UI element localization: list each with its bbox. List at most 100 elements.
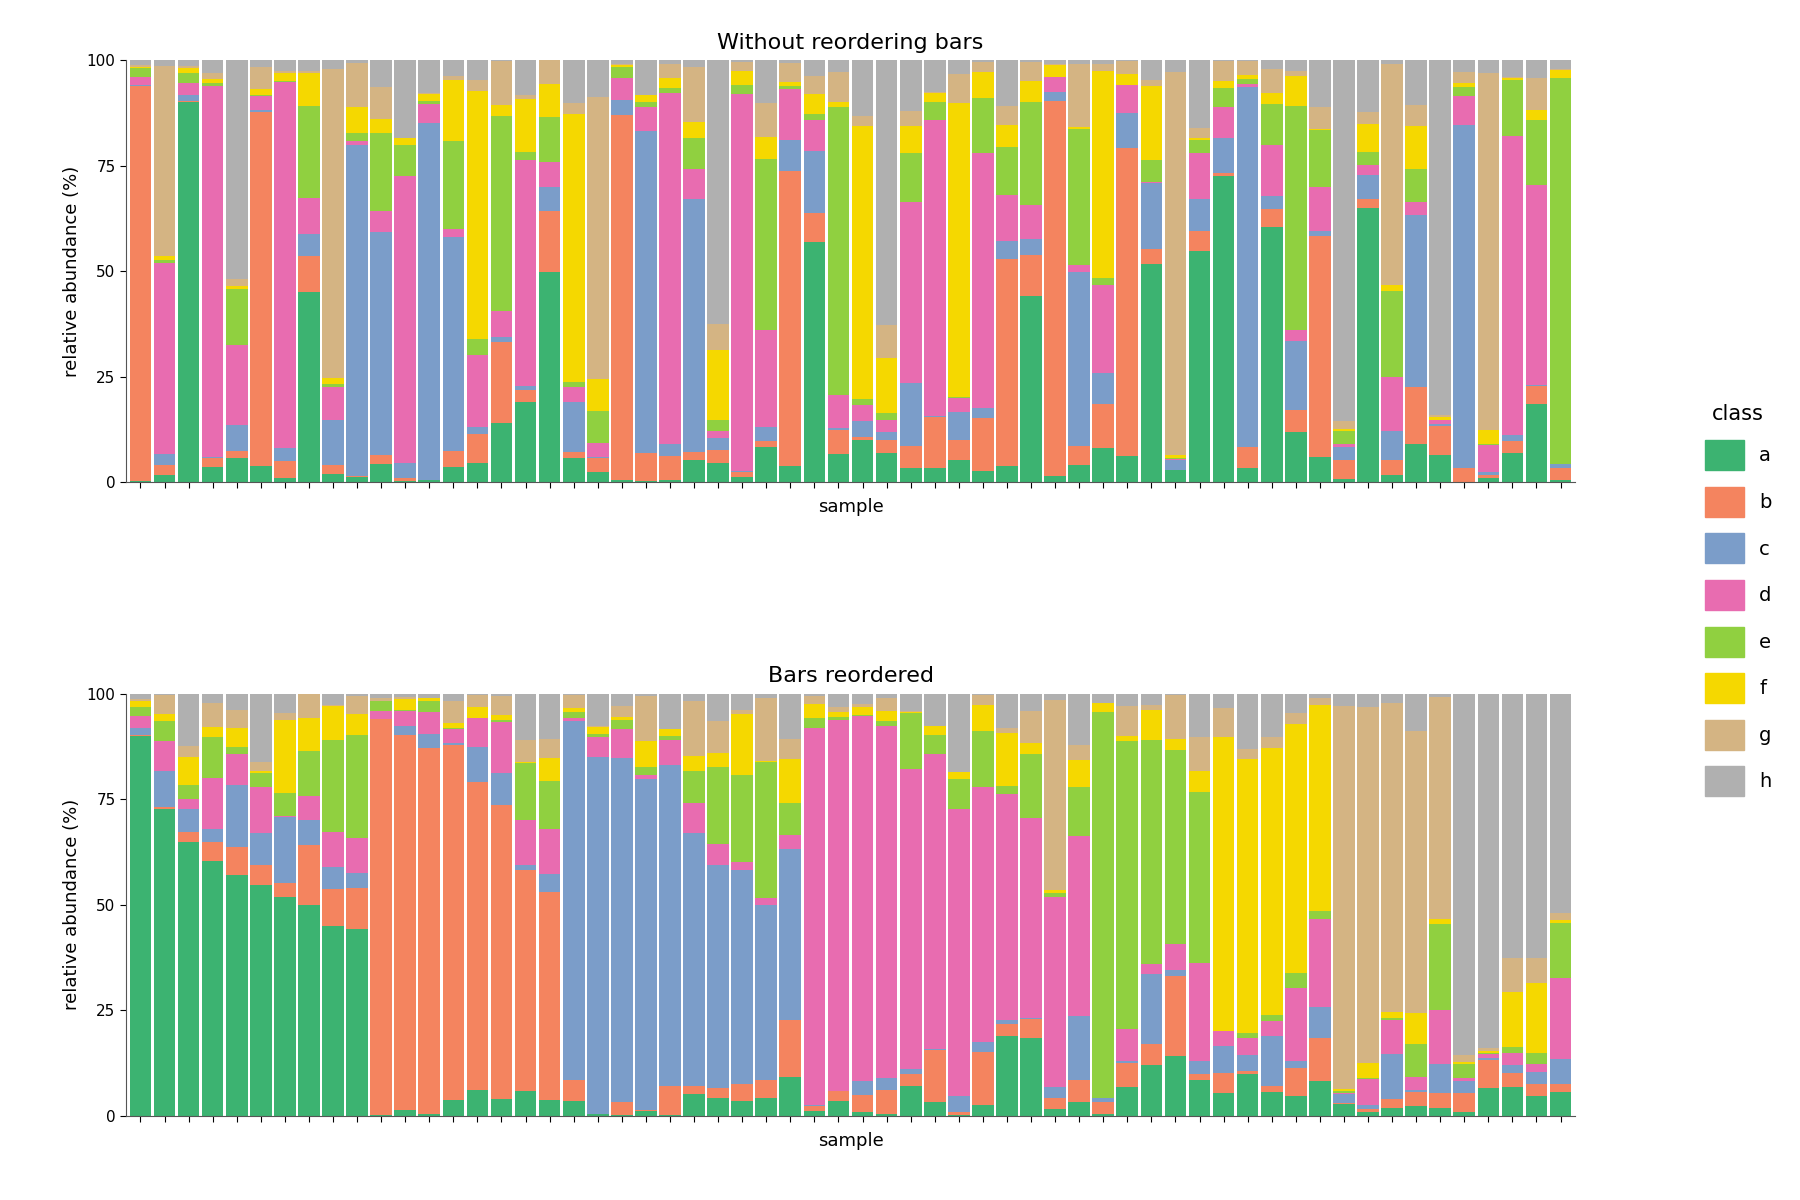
Bar	[756, 330, 778, 427]
Bar	[563, 114, 585, 382]
Bar	[130, 60, 151, 65]
Bar	[972, 787, 994, 1042]
Bar	[1165, 750, 1186, 944]
Bar	[756, 906, 778, 1080]
Bar	[1309, 1007, 1330, 1038]
Bar	[515, 870, 536, 1091]
Bar	[1526, 983, 1548, 1054]
Bar	[1069, 1080, 1091, 1102]
Bar	[443, 745, 464, 1099]
Bar	[322, 60, 344, 68]
Bar	[1381, 694, 1402, 702]
Bar	[1357, 1109, 1379, 1111]
Bar	[900, 112, 922, 126]
Bar	[1044, 1087, 1066, 1098]
Bar	[1069, 60, 1091, 64]
Bar	[851, 115, 873, 126]
Bar	[1357, 694, 1379, 707]
Bar	[1550, 913, 1571, 919]
Bar	[1069, 127, 1091, 128]
Bar	[1188, 1074, 1210, 1080]
Bar	[995, 241, 1017, 259]
Bar	[443, 730, 464, 744]
Bar	[1237, 88, 1258, 446]
Bar	[731, 95, 752, 472]
Bar	[756, 762, 778, 898]
Bar	[756, 103, 778, 138]
Bar	[299, 60, 320, 71]
Bar	[1526, 1084, 1548, 1096]
Bar	[587, 457, 608, 458]
Bar	[972, 695, 994, 706]
Bar	[684, 460, 706, 482]
Bar	[394, 138, 416, 145]
Bar	[779, 170, 801, 466]
Bar	[466, 91, 488, 340]
Bar	[803, 60, 824, 77]
Bar	[756, 158, 778, 330]
X-axis label: sample: sample	[817, 1132, 884, 1150]
Bar	[1237, 60, 1258, 61]
Bar	[1357, 1105, 1379, 1109]
Bar	[949, 772, 970, 779]
Bar	[877, 694, 898, 697]
Bar	[250, 67, 272, 89]
Bar	[1550, 978, 1571, 1060]
Bar	[635, 779, 657, 1110]
Bar	[828, 72, 850, 102]
Bar	[1406, 215, 1427, 386]
Bar	[538, 118, 560, 162]
Bar	[659, 730, 680, 736]
Bar	[877, 1114, 898, 1116]
Bar	[178, 694, 200, 745]
Bar	[923, 694, 945, 726]
Bar	[371, 232, 392, 455]
Bar	[659, 740, 680, 764]
Bar	[1165, 60, 1186, 72]
Bar	[828, 712, 850, 718]
Bar	[274, 71, 295, 73]
Bar	[1526, 404, 1548, 482]
Bar	[1093, 277, 1114, 286]
Bar	[1165, 944, 1186, 970]
Bar	[371, 119, 392, 133]
Bar	[371, 702, 392, 710]
Bar	[130, 65, 151, 67]
Bar	[1550, 468, 1571, 480]
Bar	[828, 107, 850, 395]
Bar	[1381, 60, 1402, 64]
Bar	[491, 694, 513, 696]
Bar	[443, 722, 464, 728]
Bar	[1550, 464, 1571, 468]
Bar	[635, 767, 657, 775]
Bar	[1021, 1020, 1042, 1038]
Bar	[1069, 264, 1091, 272]
Bar	[1381, 1108, 1402, 1116]
Bar	[684, 1093, 706, 1116]
Bar	[1453, 1064, 1476, 1078]
Bar	[1501, 1087, 1523, 1116]
Bar	[877, 1078, 898, 1090]
Bar	[563, 388, 585, 402]
Bar	[877, 325, 898, 359]
Bar	[418, 1114, 441, 1116]
Bar	[538, 893, 560, 1099]
Bar	[466, 746, 488, 781]
Bar	[587, 472, 608, 482]
Bar	[731, 709, 752, 714]
Bar	[610, 706, 632, 716]
Bar	[1188, 772, 1210, 792]
Bar	[153, 475, 175, 482]
Bar	[923, 60, 945, 92]
Bar	[684, 694, 706, 701]
Bar	[563, 713, 585, 718]
Bar	[1429, 60, 1451, 414]
Bar	[153, 694, 175, 695]
Bar	[1141, 704, 1163, 709]
Bar	[1334, 1104, 1355, 1116]
Bar	[225, 785, 248, 847]
Bar	[923, 415, 945, 416]
Bar	[178, 101, 200, 102]
Bar	[610, 758, 632, 1102]
Bar	[225, 451, 248, 458]
